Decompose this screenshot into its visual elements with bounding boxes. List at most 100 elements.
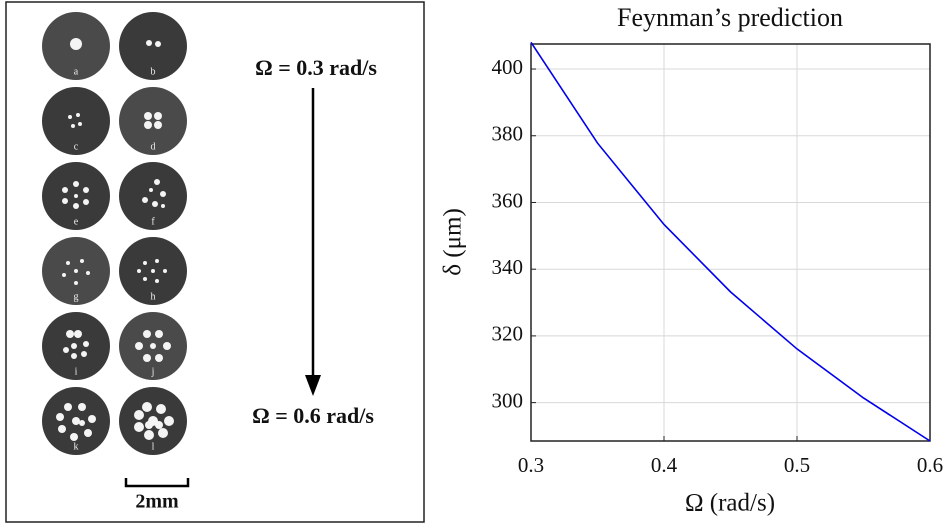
vortex-dot [145, 421, 153, 429]
vortex-dot [154, 179, 160, 185]
y-tick-label: 360 [492, 188, 524, 212]
vortex-dot [62, 273, 66, 277]
x-tick-label: 0.4 [651, 453, 678, 477]
photo-label: c [74, 141, 79, 152]
vortex-dot [58, 425, 66, 433]
vortex-dot [154, 112, 162, 120]
y-tick-label: 320 [492, 322, 524, 346]
photo-label: g [74, 291, 79, 302]
vortex-dot [74, 194, 78, 198]
vortex-dot [155, 279, 159, 283]
photo-disk [119, 87, 187, 155]
vortex-dot [154, 121, 162, 129]
vortex-dot [142, 197, 148, 203]
vortex-dot [64, 403, 72, 411]
vortex-dot [163, 269, 167, 273]
vortex-dot [74, 269, 78, 273]
vortex-dot [78, 403, 86, 411]
vortex-dot [161, 204, 165, 208]
vortex-dot [76, 113, 80, 117]
start-annotation: Ω = 0.3 rad/s [255, 55, 377, 80]
vortex-dot [68, 115, 72, 119]
photo-disk [119, 12, 187, 80]
y-tick-label: 400 [492, 55, 524, 79]
vortex-dot [143, 261, 147, 265]
vortex-dot [155, 330, 163, 338]
vortex-dot [74, 281, 78, 285]
vortex-dot [79, 420, 85, 426]
vortex-dot [83, 187, 89, 193]
photo-label: i [75, 366, 78, 377]
y-tick-label: 380 [492, 122, 524, 146]
vortex-dot [66, 330, 74, 338]
photo-label: d [151, 141, 156, 152]
photo-label: b [151, 66, 156, 77]
photo-label: f [151, 216, 155, 227]
vortex-dot [56, 413, 64, 421]
y-axis-label: δ (μm) [440, 208, 467, 276]
vortex-dot [144, 430, 154, 440]
vortex-dot [156, 404, 166, 414]
vortex-dot [151, 269, 155, 273]
vortex-dot [142, 402, 152, 412]
vortex-dot [73, 181, 79, 187]
scale-bar-label: 2mm [135, 491, 179, 513]
scale-bar [124, 478, 190, 488]
chart-title: Feynman’s prediction [617, 3, 843, 32]
vortex-dot [155, 354, 163, 362]
vortex-dot [86, 271, 90, 275]
vortex-dot [164, 416, 174, 426]
vortex-dot [134, 422, 144, 432]
vortex-dot [84, 429, 92, 437]
vortex-dot [71, 353, 77, 359]
vortex-dot [70, 38, 82, 50]
vortex-dot [155, 259, 159, 263]
vortex-dot [144, 121, 152, 129]
vortex-dot [88, 415, 96, 423]
photo-label: a [74, 66, 79, 77]
vortex-dot [163, 342, 171, 350]
arrow-head [305, 375, 321, 396]
vortex-dot [143, 354, 151, 362]
vortex-dot [152, 201, 158, 207]
photo-disk [42, 87, 110, 155]
vortex-dot [155, 421, 163, 429]
vortex-dot [70, 433, 78, 441]
y-tick-label: 300 [492, 388, 524, 412]
vortex-dot [66, 261, 70, 265]
vortex-dot [160, 191, 166, 197]
vortex-dot [143, 277, 147, 281]
x-tick-label: 0.3 [518, 453, 544, 477]
plot-frame [530, 43, 931, 442]
photo-label: k [74, 441, 79, 452]
vortex-dot [62, 187, 68, 193]
vortex-dot [83, 199, 89, 205]
vortex-dot [62, 198, 68, 204]
photo-label: e [74, 216, 79, 227]
photo-disks: a b c d e f g h i j k l [42, 12, 187, 455]
vortex-dot [78, 122, 82, 126]
vortex-dot [71, 343, 77, 349]
photo-label: h [151, 291, 156, 302]
x-axis-label: Ω (rad/s) [685, 490, 775, 517]
vortex-dot [135, 342, 143, 350]
vortex-dot [72, 417, 80, 425]
vortex-dot [144, 112, 152, 120]
vortex-dot [137, 269, 141, 273]
photo-label: j [151, 366, 155, 377]
vortex-dot [80, 259, 84, 263]
y-tick-label: 340 [492, 255, 524, 279]
vortex-dot [83, 341, 89, 347]
vortex-dot [158, 428, 168, 438]
vortex-dot [143, 330, 151, 338]
vortex-dot [71, 124, 75, 128]
vortex-dot [73, 203, 79, 209]
data-line [530, 41, 931, 442]
vortex-dot [146, 40, 152, 46]
photo-label: l [152, 441, 155, 452]
vortex-dot [150, 343, 156, 349]
x-tick-label: 0.6 [917, 453, 943, 477]
vortex-dot [155, 41, 161, 47]
